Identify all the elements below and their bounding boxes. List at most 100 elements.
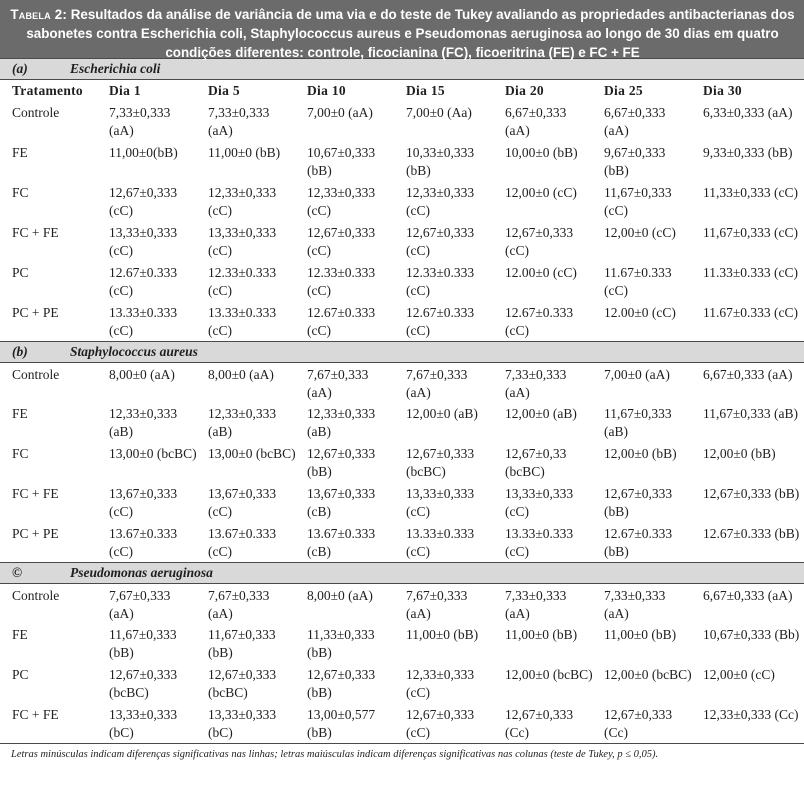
- table-cell: 12,67±0,33 (bcBC): [505, 446, 567, 479]
- table-cell: 12.00±0 (cC): [505, 265, 577, 280]
- table-cell: 7,33±0,333 (aA): [505, 587, 567, 621]
- column-header-row: Tratamento Dia 1 Dia 5 Dia 10 Dia 15 Dia 20 Di…: [0, 80, 804, 102]
- table-cell: 12,00±0 (bB): [703, 446, 776, 461]
- table-cell: 8,00±0 (aA): [307, 587, 373, 603]
- table-cell: 13.67±0.333 (cC): [208, 526, 277, 559]
- table-cell: 12,67±0,333 (Cc): [505, 707, 574, 740]
- table-cell: 12,33±0,333 (cC): [406, 185, 475, 218]
- table-cell: 13,33±0,333 (cC): [505, 486, 574, 519]
- section-tag: (b): [12, 343, 28, 359]
- row-label: Controle: [12, 366, 60, 382]
- column-header: Dia 15: [406, 83, 445, 98]
- table-cell: 9,67±0,333 (bB): [604, 145, 666, 178]
- row-label: FC + FE: [12, 225, 59, 240]
- table-cell: 13,67±0,333 (cC): [109, 486, 178, 519]
- table-cell: 6,67±0,333 (aA): [703, 366, 793, 382]
- table-cell: 12.67±0.333 (cC): [505, 305, 574, 338]
- table-cell: 7,33±0,333 (aA): [604, 587, 666, 621]
- table-cell: 12.67±0.333 (cC): [109, 265, 178, 298]
- section-heading: (a) Escherichia coli: [0, 58, 804, 80]
- row-label: FE: [12, 145, 28, 160]
- table-row: PC + PE 13.33±0.333 (cC) 13.33±0.333 (cC) 1…: [0, 301, 804, 341]
- table-cell: 11,33±0,333 (bB): [307, 627, 375, 660]
- table-cell: 11,00±0(bB): [109, 145, 178, 160]
- table-cell: 10,33±0,333 (bB): [406, 145, 475, 178]
- table-cell: 13,00±0,577 (bB): [307, 707, 376, 740]
- table-cell: 12.67±0.333 (cC): [406, 305, 475, 338]
- section-heading: © Pseudomonas aeruginosa: [0, 561, 804, 584]
- table-cell: 12,33±0,333 (aB): [109, 406, 178, 439]
- table-cell: 13,67±0,333 (cB): [307, 486, 376, 519]
- table-row: Controle 8,00±0 (aA) 8,00±0 (aA) 7,67±0,333…: [0, 362, 804, 402]
- table-cell: 11,67±0,333 (bB): [109, 627, 177, 660]
- caption-lead: Tabela 2:: [10, 7, 67, 22]
- table-cell: 11,67±0,333 (aB): [604, 406, 672, 439]
- table-footnote: Letras minúsculas indicam diferenças sig…: [0, 743, 804, 765]
- section-heading-cell: (b) Staphylococcus aureus: [0, 340, 804, 363]
- table-cell: 11,67±0,333 (cC): [604, 185, 672, 218]
- table-cell: 12.67±0.333 (bB): [703, 526, 800, 541]
- table-cell: 12,33±0,333 (Cc): [703, 707, 799, 722]
- table-cell: 13.33±0.333 (cC): [505, 526, 574, 559]
- table-cell: 10,67±0,333 (Bb): [703, 627, 800, 642]
- table-cell: 12,33±0,333 (aB): [307, 406, 376, 439]
- table-cell: 12,67±0,333 (cC): [109, 185, 178, 218]
- table-row: FC 12,67±0,333 (cC) 12,33±0,333 (cC) 12,33±…: [0, 181, 804, 221]
- table-cell: 12,33±0,333 (aB): [208, 406, 277, 439]
- table-cell: 12,67±0,333 (cC): [505, 225, 574, 258]
- table-cell: 11.67±0.333 (cC): [604, 265, 672, 298]
- table-cell: 12,67±0,333 (bcBC): [406, 446, 475, 479]
- row-label: FC: [12, 185, 29, 200]
- table-cell: 11,67±0,333 (bB): [208, 627, 276, 660]
- table-row: FC 13,00±0 (bcBC) 13,00±0 (bcBC) 12,67±0,33…: [0, 442, 804, 482]
- table-cell: 13.33±0.333 (cC): [406, 526, 475, 559]
- table-cell: 12.00±0 (cC): [604, 305, 676, 320]
- section-heading-cell: © Pseudomonas aeruginosa: [0, 561, 804, 584]
- table-cell: 7,67±0,333 (aA): [208, 587, 270, 621]
- table-cell: 12,67±0,333 (bcBC): [109, 667, 178, 700]
- row-label: PC: [12, 265, 29, 280]
- table-cell: 12,00±0 (cC): [604, 225, 676, 240]
- table-cell: 11,00±0 (bB): [505, 627, 578, 642]
- table-cell: 12,00±0 (aB): [505, 406, 577, 421]
- table-cell: 12,00±0 (bcBC): [505, 667, 593, 682]
- column-header: Dia 10: [307, 83, 346, 98]
- table-cell: 8,00±0 (aA): [109, 366, 175, 382]
- table-cell: 9,33±0,333 (bB): [703, 145, 793, 160]
- table-cell: 11,00±0 (bB): [406, 627, 479, 642]
- column-header: Dia 5: [208, 83, 240, 98]
- table-cell: 13.67±0.333 (cC): [109, 526, 178, 559]
- row-label: Controle: [12, 587, 60, 603]
- table-cell: 6,67±0,333 (aA): [604, 105, 666, 138]
- table-cell: 6,67±0,333 (aA): [703, 587, 793, 603]
- table-cell: 12,67±0,333 (bB): [307, 667, 376, 700]
- table-cell: 13.67±0.333 (cB): [307, 526, 376, 559]
- table-cell: 10,00±0 (bB): [505, 145, 578, 160]
- table-cell: 12,00±0 (cC): [703, 667, 775, 682]
- table-cell: 12,67±0,333 (bB): [604, 486, 673, 519]
- table-cell: 7,33±0,333 (aA): [505, 366, 567, 400]
- table-cell: 7,67±0,333 (aA): [406, 587, 468, 621]
- table-cell: 12,00±0 (aB): [406, 406, 478, 421]
- table-cell: 13,00±0 (bcBC): [109, 446, 197, 461]
- table-row: FE 12,33±0,333 (aB) 12,33±0,333 (aB) 12,33±…: [0, 402, 804, 442]
- organism-name: Pseudomonas aeruginosa: [70, 564, 213, 580]
- row-label: FE: [12, 406, 28, 421]
- table-cell: 11,67±0,333 (aB): [703, 406, 799, 421]
- table-cell: 12,33±0,333 (cC): [208, 185, 277, 218]
- table-cell: 7,00±0 (aA): [604, 366, 670, 382]
- table-row: Controle 7,33±0,333 (aA) 7,33±0,333 (aA) 7,…: [0, 101, 804, 141]
- table-row: FC + FE 13,67±0,333 (cC) 13,67±0,333 (cC) 1…: [0, 482, 804, 522]
- table-cell: 11,00±0 (bB): [604, 627, 677, 642]
- row-label: PC + PE: [12, 305, 59, 320]
- table-cell: 6,33±0,333 (aA): [703, 105, 793, 120]
- table-cell: 12,67±0,333 (bcBC): [208, 667, 277, 700]
- row-label: PC + PE: [12, 526, 59, 541]
- table-row: FC + FE 13,33±0,333 (bC) 13,33±0,333 (bC) 1…: [0, 703, 804, 743]
- row-label: FC: [12, 446, 29, 461]
- row-label: FC + FE: [12, 486, 59, 501]
- table-row: FE 11,67±0,333 (bB) 11,67±0,333 (bB) 11,33±…: [0, 623, 804, 663]
- table-cell: 12.33±0.333 (cC): [307, 265, 376, 298]
- table-cell: 13,33±0,333 (cC): [406, 486, 475, 519]
- table-cell: 12,67±0,333 (cC): [406, 707, 475, 740]
